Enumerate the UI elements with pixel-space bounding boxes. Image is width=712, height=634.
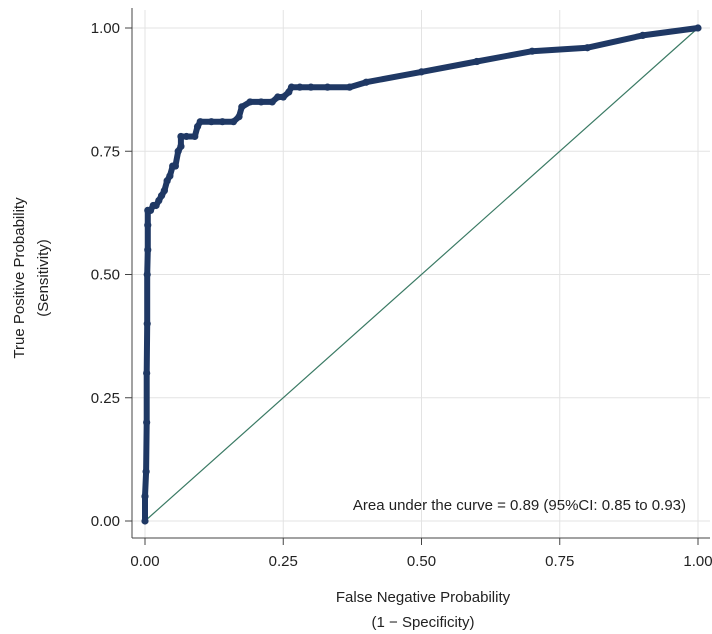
roc-point-38 (287, 83, 296, 91)
roc-point-36 (279, 93, 287, 101)
roc-point-31 (238, 103, 246, 111)
roc-point-4 (143, 369, 151, 377)
roc-point-34 (268, 98, 276, 106)
roc-point-27 (207, 118, 215, 126)
roc-point-39 (296, 83, 304, 91)
roc-point-40 (307, 83, 315, 91)
roc-point-6 (143, 270, 151, 279)
x-axis-title-line2: (1 − Specificity) (372, 614, 475, 631)
series-layer (141, 24, 702, 525)
roc-point-46 (528, 47, 536, 55)
roc-point-30 (235, 113, 243, 121)
x-tick-label-3: 0.75 (545, 553, 574, 570)
roc-point-7 (144, 246, 152, 254)
roc-point-23 (182, 132, 191, 141)
roc-point-29 (229, 118, 238, 126)
roc-point-43 (362, 78, 370, 86)
roc-point-8 (144, 221, 152, 229)
annotation-auc: Area under the curve = 0.89 (95%CI: 0.85… (353, 497, 686, 514)
y-tick-label-0: 0.00 (91, 513, 120, 530)
x-tick-label-2: 0.50 (407, 553, 436, 570)
roc-point-45 (473, 57, 481, 66)
y-tick-label-1: 0.25 (91, 390, 120, 407)
roc-point-17 (166, 172, 174, 180)
roc-point-21 (177, 142, 185, 150)
roc-point-26 (196, 118, 204, 126)
roc-point-42 (346, 83, 354, 91)
roc-point-47 (583, 44, 592, 52)
axis-ticks: 0.00 0.25 0.50 0.75 1.00 0.00 0.25 0.50 0.75 1.00 (91, 20, 712, 570)
roc-point-3 (143, 418, 151, 426)
roc-point-24 (191, 132, 199, 141)
roc-point-22 (177, 132, 185, 141)
y-tick-label-2: 0.50 (91, 267, 120, 284)
x-tick-label-1: 0.25 (269, 553, 298, 570)
roc-point-41 (323, 83, 332, 91)
y-axis-title-line1: True Positive Probability (11, 197, 28, 359)
roc-point-35 (274, 93, 282, 101)
roc-point-15 (160, 187, 168, 195)
roc-point-49 (694, 24, 702, 32)
roc-point-48 (639, 31, 647, 39)
y-tick-label-3: 0.75 (91, 143, 120, 160)
roc-point-2 (142, 468, 150, 476)
roc-point-33 (257, 98, 265, 106)
roc-point-19 (171, 162, 180, 170)
roc-point-5 (143, 320, 151, 328)
y-tick-label-4: 1.00 (91, 20, 120, 37)
x-tick-label-0: 0.00 (130, 553, 159, 570)
x-tick-label-4: 1.00 (683, 553, 712, 570)
roc-point-44 (417, 68, 426, 76)
roc-point-32 (246, 98, 254, 106)
x-axis-title-line1: False Negative Probability (336, 589, 511, 606)
reference-line (144, 27, 699, 522)
roc-point-1 (141, 492, 149, 500)
roc-point-0 (141, 517, 149, 525)
roc-point-28 (218, 118, 227, 126)
y-axis-title-line2: (Sensitivity) (35, 239, 52, 317)
